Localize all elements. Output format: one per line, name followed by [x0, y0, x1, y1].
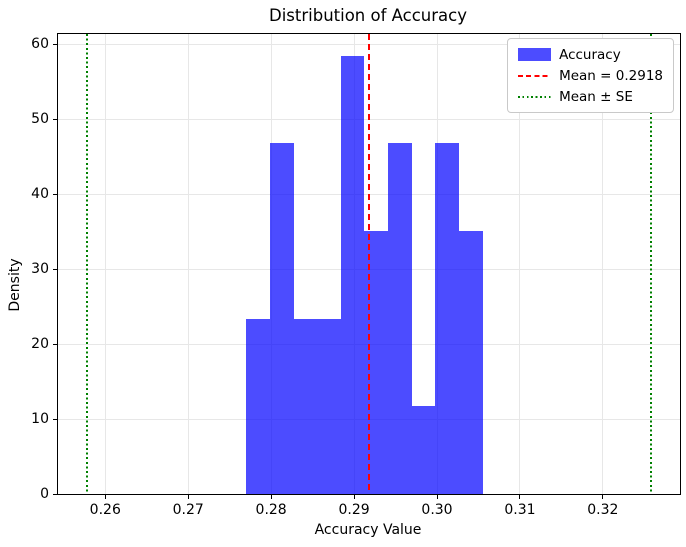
- histogram-bar: [246, 318, 270, 494]
- y-tick-label: 0: [40, 486, 49, 502]
- plot-area: Accuracy Mean = 0.2918 Mean ± SE 0.26 0.2…: [31, 33, 681, 518]
- y-tick-mark: [53, 343, 57, 345]
- legend-dotted-line-icon: [518, 95, 552, 98]
- histogram-bar: [388, 143, 412, 494]
- histogram-bar: [269, 143, 294, 494]
- y-tick-label: 40: [31, 186, 49, 203]
- histogram-bar: [411, 406, 436, 494]
- se-line: [650, 34, 652, 494]
- legend-patch-icon: [518, 48, 552, 61]
- x-tick-mark: [436, 495, 438, 499]
- histogram-bar: [293, 318, 318, 494]
- x-gridline: [187, 34, 189, 494]
- y-tick-mark: [53, 493, 57, 495]
- x-tick-label: 0.26: [89, 502, 121, 518]
- y-tick-label: 50: [31, 111, 49, 128]
- histogram-bar: [435, 143, 459, 494]
- legend-item-mean: Mean = 0.2918: [518, 65, 663, 86]
- x-tick-mark: [519, 495, 521, 499]
- se-line: [86, 34, 88, 494]
- y-tick-mark: [53, 193, 57, 195]
- y-tick-label: 30: [31, 261, 49, 278]
- x-tick-mark: [187, 495, 189, 499]
- x-tick-mark: [602, 495, 604, 499]
- x-gridline: [602, 34, 604, 494]
- x-tick-label: 0.27: [172, 502, 204, 518]
- x-axis-label: Accuracy Value: [314, 522, 422, 538]
- x-tick-label: 0.29: [338, 502, 370, 518]
- histogram-bar: [340, 55, 365, 494]
- y-tick-mark: [53, 268, 57, 270]
- x-tick-mark: [104, 495, 106, 499]
- x-tick-mark: [270, 495, 272, 499]
- y-tick-label: 20: [31, 336, 49, 353]
- y-axis-label: Density: [7, 258, 23, 312]
- legend: Accuracy Mean = 0.2918 Mean ± SE: [507, 38, 674, 113]
- chart-title: Distribution of Accuracy: [269, 6, 467, 25]
- legend-dashed-line-icon: [518, 74, 552, 77]
- x-tick-label: 0.32: [587, 502, 619, 518]
- legend-item-se: Mean ± SE: [518, 86, 663, 107]
- x-tick-mark: [353, 495, 355, 499]
- legend-label-se: Mean ± SE: [559, 88, 633, 105]
- y-tick-mark: [53, 118, 57, 120]
- x-tick-label: 0.28: [255, 502, 287, 518]
- histogram-bar: [364, 231, 389, 494]
- y-tick-label: 10: [31, 411, 49, 428]
- x-tick-label: 0.31: [504, 502, 536, 518]
- y-tick-label: 60: [31, 36, 49, 53]
- y-tick-mark: [53, 43, 57, 45]
- histogram-bar: [458, 231, 483, 494]
- x-gridline: [519, 34, 521, 494]
- histogram-bar: [317, 318, 341, 494]
- legend-label-mean: Mean = 0.2918: [559, 67, 663, 84]
- y-tick-mark: [53, 418, 57, 420]
- mean-line: [368, 34, 370, 494]
- x-gridline: [104, 34, 106, 494]
- legend-item-accuracy: Accuracy: [518, 44, 663, 65]
- legend-label-accuracy: Accuracy: [559, 46, 621, 63]
- x-tick-label: 0.30: [421, 502, 453, 518]
